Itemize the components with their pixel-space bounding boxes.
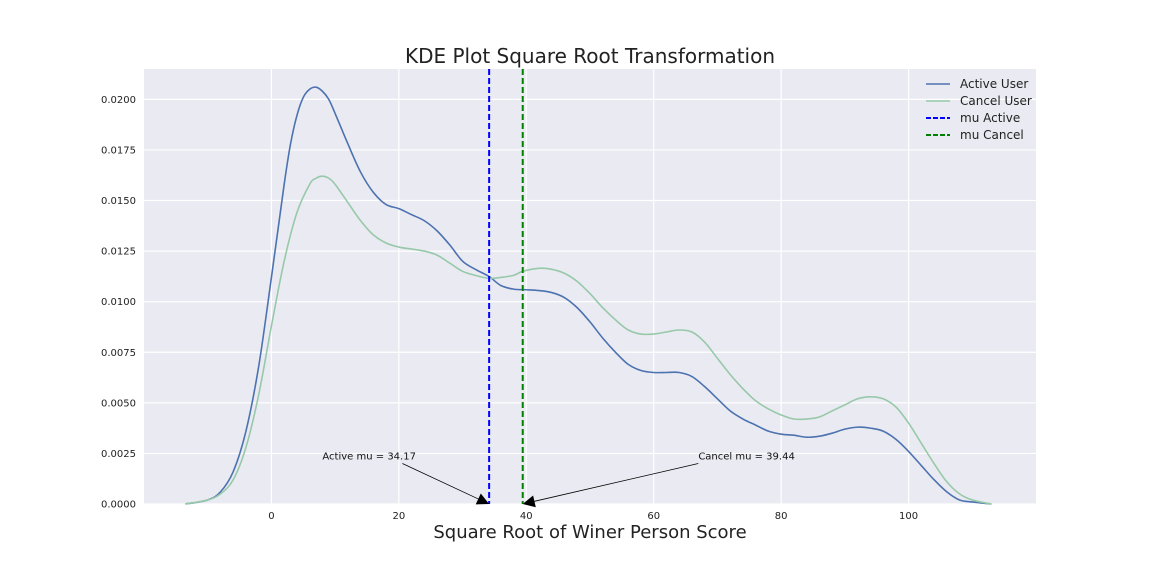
y-tick-label: 0.0100 (101, 297, 136, 308)
y-tick-label: 0.0075 (101, 348, 136, 359)
annotation-arrow-line (402, 463, 479, 500)
x-tick-label: 40 (520, 511, 533, 522)
legend-label: mu Cancel (960, 128, 1024, 142)
plot-background (144, 69, 1036, 504)
y-tick-label: 0.0150 (101, 196, 136, 207)
legend-label: Active User (960, 77, 1028, 91)
x-tick-label: 0 (268, 511, 274, 522)
annotation-text: Active mu = 34.17 (322, 452, 416, 463)
x-tick-label: 60 (647, 511, 660, 522)
mean-lines (488, 69, 524, 504)
chart-title: KDE Plot Square Root Transformation (405, 44, 775, 68)
y-tick-label: 0.0125 (101, 247, 136, 258)
legend-label: mu Active (960, 111, 1020, 125)
tick-labels: 0 20 40 60 80 100 0.0000 0.0025 0.0050 0.0075 0.01… (101, 95, 918, 522)
x-tick-label: 80 (775, 511, 788, 522)
series-line-active-user (185, 86, 992, 505)
legend-label: Cancel User (960, 94, 1032, 108)
annotation-text: Cancel mu = 39.44 (698, 452, 795, 463)
y-tick-label: 0.0050 (101, 398, 136, 409)
annotation-arrow-head (522, 495, 536, 508)
y-tick-label: 0.0200 (101, 95, 136, 106)
legend: Active User Cancel User mu Active mu Cancel (926, 77, 1032, 142)
grid-lines (144, 69, 1036, 505)
series-lines (185, 86, 992, 505)
annotation-arrow-head (475, 493, 490, 505)
y-tick-label: 0.0025 (101, 449, 136, 460)
x-tick-label: 100 (899, 511, 918, 522)
y-tick-label: 0.0000 (101, 500, 136, 511)
y-tick-label: 0.0175 (101, 145, 136, 156)
x-tick-label: 20 (392, 511, 405, 522)
annotations: Active mu = 34.17 Cancel mu = 39.44 (322, 452, 795, 508)
series-line-cancel-user (185, 175, 992, 505)
annotation-arrow-line (534, 463, 699, 502)
x-axis-label: Square Root of Winer Person Score (433, 522, 746, 543)
